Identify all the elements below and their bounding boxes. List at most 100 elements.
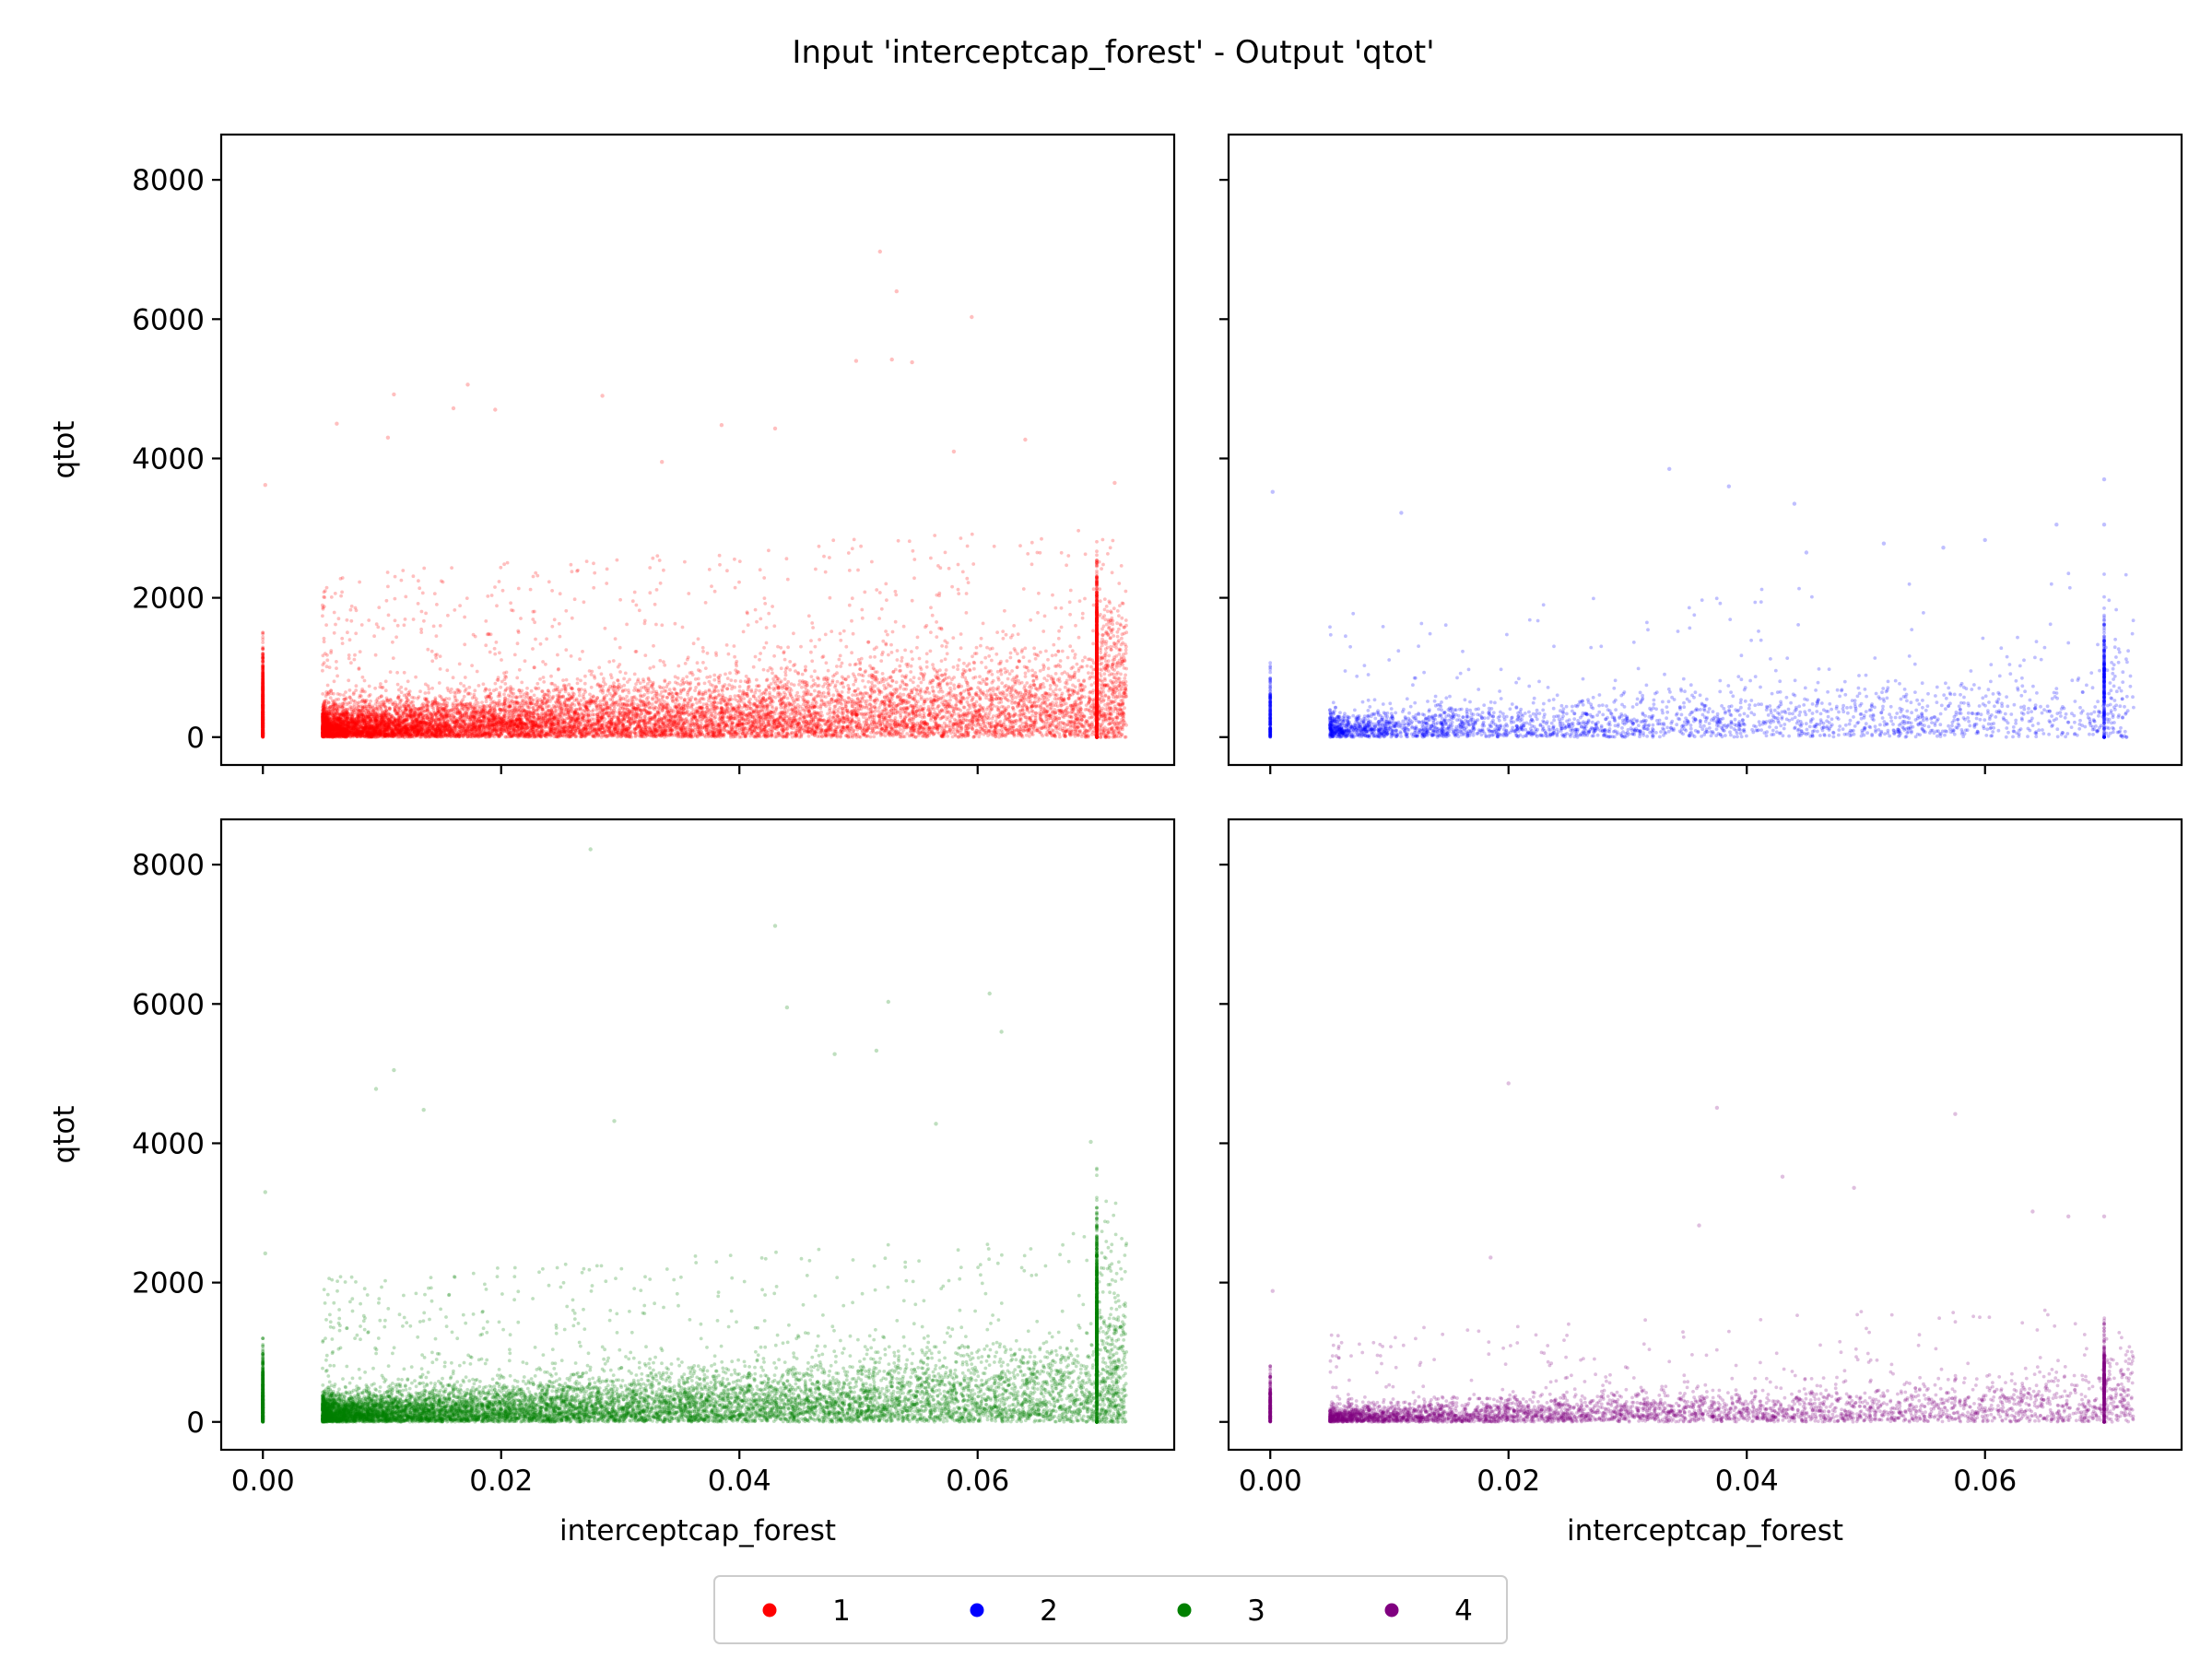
series-1-point [347, 638, 352, 642]
series-1-point [325, 730, 330, 735]
series-1-point [979, 636, 983, 641]
series-1-point [353, 606, 358, 610]
series-1-point [261, 706, 265, 711]
series-1-point [881, 650, 885, 654]
series-1-point [676, 676, 680, 680]
series-1-point [1119, 564, 1124, 568]
series-1-point [1124, 679, 1128, 684]
series-1-point [379, 682, 382, 686]
series-1-point [852, 682, 856, 687]
series-1-point [1124, 648, 1128, 653]
series-1-point [971, 562, 976, 566]
series-1-point [492, 646, 497, 651]
series-1-point [868, 655, 873, 659]
series-1-point [881, 677, 886, 680]
series-1-point [422, 618, 426, 623]
series-1-point [338, 726, 342, 731]
series-1-point [1053, 606, 1058, 610]
series-1-point [1021, 587, 1026, 591]
series-1-point [1022, 712, 1027, 715]
series-1-point [789, 682, 794, 686]
series-1-point [737, 685, 742, 688]
series-1-point [712, 589, 717, 594]
series-1-point [637, 608, 641, 613]
chart-title: Input 'interceptcap_forest' - Output 'qt… [792, 34, 1434, 71]
series-1-point [504, 735, 508, 739]
series-1-point [261, 726, 265, 731]
series-1-point [1095, 670, 1099, 675]
series-1-point [325, 732, 329, 736]
series-1-point [712, 673, 717, 677]
series-1-point [1123, 625, 1126, 629]
series-1-point [367, 694, 371, 699]
series-1-point [567, 682, 571, 687]
series-1-point [841, 711, 845, 714]
series-1-point [672, 687, 677, 690]
series-1-point [402, 670, 406, 675]
series-1-point [1007, 727, 1011, 731]
series-1-point [954, 702, 959, 707]
series-1-point [841, 708, 844, 712]
series-1-point [746, 728, 749, 733]
series-1-point [758, 657, 761, 662]
series-1-point [969, 687, 973, 691]
series-1-point [755, 677, 759, 682]
series-1-point [459, 681, 463, 686]
series-1-point [542, 680, 547, 684]
series-1-point [445, 668, 450, 673]
series-1-point [535, 681, 540, 686]
series-1-point [810, 727, 815, 732]
series-1-point [733, 654, 736, 659]
series-1-point [1050, 653, 1054, 658]
series-1-point [1114, 646, 1119, 650]
series-1-point [1074, 623, 1077, 628]
series-1-point [498, 651, 501, 655]
series-1-point [827, 688, 831, 692]
series-1-point [984, 726, 989, 731]
series-1-point [1065, 655, 1070, 660]
series-1-point [435, 702, 440, 707]
series-1-point [345, 618, 349, 622]
series-1-point [733, 557, 736, 561]
series-1-point [696, 637, 700, 641]
series-1-point [1095, 706, 1099, 710]
series-1-point [335, 674, 339, 678]
series-1-point [533, 733, 536, 737]
series-1-point [393, 618, 397, 623]
series-1-point [322, 640, 326, 644]
series-1-point [772, 722, 777, 726]
series-1-point [354, 722, 359, 726]
series-1-point [822, 554, 826, 559]
series-1-point [814, 567, 818, 571]
series-1-point [860, 607, 865, 612]
series-1-point [435, 726, 440, 731]
series-1-point [397, 731, 402, 735]
series-1-point [409, 717, 413, 722]
series-1-point [625, 700, 629, 704]
series-1-point [541, 733, 546, 737]
series-1-point [665, 682, 670, 687]
series-1-point [772, 653, 776, 658]
series-1-point [951, 636, 956, 640]
series-1-point [450, 566, 453, 570]
series-1-point [790, 735, 794, 739]
series-1-point [382, 727, 387, 732]
series-1-point [373, 686, 377, 690]
series-1-point [912, 676, 916, 680]
series-1-point [683, 559, 687, 564]
series-1-point [597, 665, 602, 670]
series-1-point [531, 574, 535, 579]
series-1-point [1106, 552, 1110, 556]
series-1-point [1019, 650, 1024, 654]
series-1-point [1052, 642, 1056, 647]
series-1-point [877, 617, 881, 620]
series-1-point [549, 715, 554, 720]
series-1-point [463, 615, 466, 619]
series-1-point [772, 688, 776, 692]
series-1-point [954, 727, 959, 732]
series-1-point [665, 695, 669, 700]
series-1-point [1090, 671, 1094, 676]
series-1-point [677, 664, 681, 668]
series-1-point [705, 676, 710, 679]
series-1-point [1090, 714, 1094, 719]
